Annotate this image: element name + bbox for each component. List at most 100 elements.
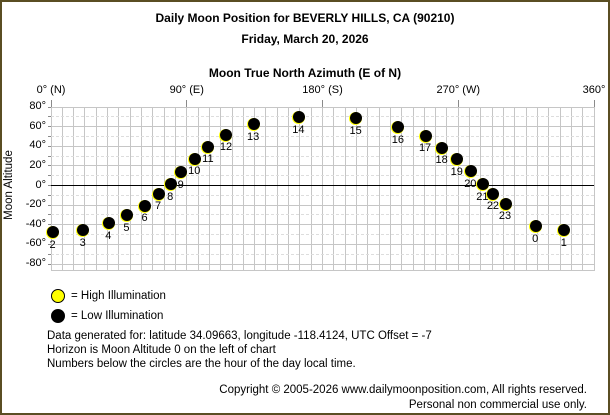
hour-label: 11 xyxy=(202,153,214,166)
high-illumination-swatch-icon xyxy=(51,289,65,303)
y-tick-label: -40° xyxy=(25,217,46,230)
data-point xyxy=(76,224,90,238)
y-tick-label: -20° xyxy=(25,198,46,211)
hour-label: 0 xyxy=(532,232,539,245)
hour-label: 9 xyxy=(177,178,184,191)
y-tick-mark xyxy=(47,263,52,265)
hour-label: 23 xyxy=(498,210,512,223)
data-point xyxy=(119,209,133,223)
grid-line-vertical xyxy=(231,107,233,271)
x-tick-label: 270° (W) xyxy=(436,84,481,96)
y-tick-mark xyxy=(47,116,52,118)
moon-disc-icon xyxy=(120,209,133,222)
legend-label-low: = Low Illumination xyxy=(71,309,164,322)
hour-label: 17 xyxy=(418,142,432,155)
grid-line-horizontal-minor xyxy=(51,234,594,236)
grid-line-vertical xyxy=(61,107,63,271)
note-data-generated: Data generated for: latitude 34.09663, l… xyxy=(47,330,432,342)
grid-line-vertical xyxy=(118,107,120,271)
legend-label-high: = High Illumination xyxy=(71,289,166,302)
moon-disc-icon xyxy=(220,128,233,141)
moon-disc-icon xyxy=(175,166,188,179)
data-point xyxy=(557,224,571,238)
grid-line-vertical xyxy=(344,107,346,271)
moon-disc-icon xyxy=(292,111,305,124)
y-tick-mark xyxy=(47,185,52,186)
grid-line-horizontal-minor xyxy=(51,194,594,196)
moon-disc-icon xyxy=(476,178,489,191)
page-title: Daily Moon Position for BEVERLY HILLS, C… xyxy=(155,11,455,25)
grid-line-vertical xyxy=(514,107,516,271)
data-point xyxy=(163,178,177,192)
moon-disc-icon xyxy=(139,199,152,212)
grid-line-horizontal xyxy=(51,243,594,245)
grid-line-horizontal xyxy=(51,224,594,226)
y-tick-label: 80° xyxy=(29,100,46,112)
grid-line-vertical xyxy=(174,107,176,271)
moon-disc-icon xyxy=(47,226,60,239)
grid-line-vertical xyxy=(457,107,459,271)
hour-label: 10 xyxy=(188,165,201,177)
grid-line-vertical xyxy=(163,107,165,271)
moon-disc-icon xyxy=(152,187,165,200)
y-tick-label: -60° xyxy=(25,237,46,250)
data-point xyxy=(450,153,464,167)
grid-line-vertical xyxy=(525,107,527,271)
data-point xyxy=(291,111,305,125)
hour-label: 1 xyxy=(560,236,567,249)
note-hour-numbers: Numbers below the circles are the hour o… xyxy=(47,358,356,370)
grid-line-vertical xyxy=(254,107,256,271)
data-point xyxy=(101,217,115,231)
y-tick-mark xyxy=(47,106,52,108)
data-point xyxy=(391,121,405,135)
grid-line-horizontal xyxy=(51,165,594,167)
hour-label: 15 xyxy=(349,124,362,137)
grid-line-horizontal-minor xyxy=(51,214,594,216)
y-tick-mark xyxy=(47,224,52,226)
grid-line-vertical xyxy=(559,107,561,271)
moon-disc-icon xyxy=(558,224,571,237)
hour-label: 21 xyxy=(476,190,489,203)
hour-label: 8 xyxy=(167,190,174,203)
hour-label: 3 xyxy=(79,236,86,249)
grid-line-vertical xyxy=(582,107,584,271)
hour-label: 13 xyxy=(246,130,260,143)
y-tick-mark xyxy=(47,135,52,137)
moon-disc-icon xyxy=(77,224,90,237)
moon-disc-icon xyxy=(247,118,260,131)
x-tick-label: 0° (N) xyxy=(36,84,66,96)
grid-line-vertical xyxy=(265,107,267,271)
grid-line-vertical xyxy=(299,107,301,271)
y-tick-label: 0° xyxy=(35,178,46,191)
y-tick-mark xyxy=(47,175,52,177)
moon-disc-icon xyxy=(202,140,215,153)
grid-line-horizontal xyxy=(51,263,594,265)
y-tick-mark xyxy=(47,155,52,157)
grid-line-vertical xyxy=(220,107,222,271)
y-tick-label: 60° xyxy=(29,119,46,132)
grid-line-vertical xyxy=(389,107,391,271)
grid-line-vertical xyxy=(322,107,323,271)
chart-notes: Data generated for: latitude 34.09663, l… xyxy=(47,329,432,371)
y-tick-mark xyxy=(47,214,52,216)
hour-label: 7 xyxy=(155,200,162,213)
data-point xyxy=(46,226,60,240)
x-tick-mark xyxy=(593,100,595,107)
grid-line-vertical xyxy=(593,107,595,271)
moon-disc-icon xyxy=(529,220,542,233)
x-tick-label: 180° (S) xyxy=(302,84,343,96)
y-tick-label: -80° xyxy=(25,257,46,269)
y-tick-mark xyxy=(47,194,52,196)
grid-line-horizontal-minor xyxy=(51,155,594,157)
y-tick-mark xyxy=(47,145,52,147)
hour-label: 14 xyxy=(292,123,305,136)
grid-line-vertical xyxy=(95,107,97,271)
grid-line-vertical xyxy=(208,107,210,271)
plot-bottom-border xyxy=(51,270,594,271)
y-tick-mark xyxy=(47,165,52,167)
grid-line-vertical xyxy=(536,107,538,271)
y-tick-mark xyxy=(47,126,52,128)
data-point xyxy=(486,187,500,201)
y-tick-mark xyxy=(47,204,52,206)
